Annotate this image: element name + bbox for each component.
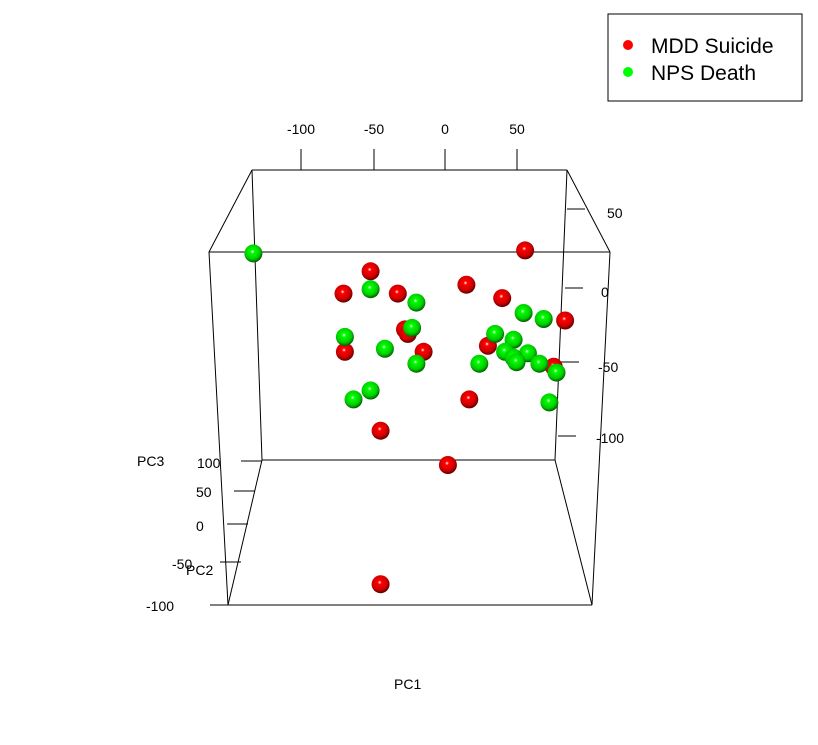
data-point-mdd-suicide <box>334 284 353 303</box>
pc3-axis-title: PC3 <box>137 453 164 469</box>
pc3-tick-label: -100 <box>146 598 174 614</box>
data-point-nps-death <box>361 280 380 299</box>
box-bottom-left-edge <box>227 459 263 606</box>
pc3-axis: 100 50 0 -50 -100 <box>146 455 262 614</box>
box-front-right-edge <box>591 251 611 606</box>
legend-swatch-nps-death <box>623 67 633 77</box>
data-point-nps-death <box>344 390 363 409</box>
data-point-nps-death <box>335 327 354 346</box>
data-point-nps-death <box>403 318 422 337</box>
box-front-left-edge <box>208 251 229 606</box>
data-point-nps-death <box>547 363 566 382</box>
data-point-nps-death <box>470 354 489 373</box>
pc2-tick-label: -100 <box>596 430 624 446</box>
legend: MDD Suicide NPS Death <box>607 13 803 102</box>
data-point-mdd-suicide <box>516 241 535 260</box>
data-point-nps-death <box>534 310 553 328</box>
pc1-axis: -100 -50 0 50 <box>287 121 525 170</box>
pc1-tick-label: -50 <box>364 121 384 137</box>
data-point-mdd-suicide <box>388 284 407 303</box>
data-point-nps-death <box>375 339 394 358</box>
pc3-tick-label: 0 <box>196 518 204 534</box>
pc3-tick-label: -50 <box>172 556 192 572</box>
plot-box <box>208 169 611 606</box>
pc2-axis-title: PC2 <box>186 562 213 578</box>
box-top-right-edge <box>566 169 611 253</box>
data-point-mdd-suicide <box>371 421 390 440</box>
data-point-nps-death <box>540 393 559 412</box>
data-point-mdd-suicide <box>371 575 390 594</box>
data-point-nps-death <box>407 354 426 373</box>
legend-label-mdd-suicide: MDD Suicide <box>651 35 774 58</box>
box-back-left-edge <box>251 169 263 461</box>
pc3-tick-label: 50 <box>196 484 212 500</box>
legend-swatch-mdd-suicide <box>623 40 633 50</box>
data-point-nps-death <box>486 324 505 343</box>
pc3-tick-label: 100 <box>197 455 221 471</box>
data-point-mdd-suicide <box>361 262 380 281</box>
pc1-tick-label: 50 <box>509 121 525 137</box>
data-point-mdd-suicide <box>460 390 479 409</box>
data-point-mdd-suicide <box>556 311 575 330</box>
box-top-left-edge <box>208 169 253 253</box>
points-layer <box>244 241 575 594</box>
data-point-mdd-suicide <box>438 456 457 474</box>
legend-box <box>607 13 803 102</box>
pc2-tick-label: -50 <box>598 359 618 375</box>
data-point-nps-death <box>530 354 549 373</box>
data-point-nps-death <box>507 353 526 372</box>
data-point-mdd-suicide <box>493 289 512 308</box>
data-point-nps-death <box>361 381 380 400</box>
data-point-nps-death <box>514 304 533 322</box>
pc2-axis: 50 0 -50 -100 <box>558 205 624 446</box>
data-point-nps-death <box>407 293 426 312</box>
pc2-tick-label: 0 <box>601 284 609 300</box>
pc2-tick-label: 50 <box>607 205 623 221</box>
box-bottom-right-edge <box>554 459 593 606</box>
pc1-tick-label: -100 <box>287 121 315 137</box>
data-point-mdd-suicide <box>335 342 354 361</box>
pc1-tick-label: 0 <box>441 121 449 137</box>
data-point-mdd-suicide <box>457 275 476 294</box>
legend-label-nps-death: NPS Death <box>651 62 756 85</box>
data-point-nps-death <box>244 244 263 263</box>
pc1-axis-title: PC1 <box>394 676 421 692</box>
